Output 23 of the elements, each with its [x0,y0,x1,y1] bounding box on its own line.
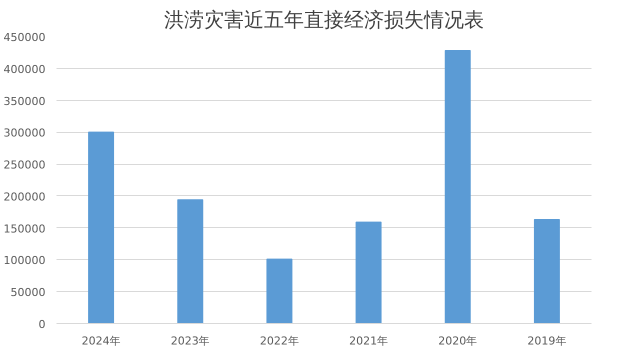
y-tick-label: 200000 [4,190,46,204]
y-tick-label: 50000 [10,286,46,300]
y-tick-label: 150000 [4,222,46,236]
bar [356,222,382,324]
x-tick-label: 2021年 [349,334,388,348]
bar [177,199,204,324]
y-tick-label: 250000 [4,158,46,172]
x-tick-label: 2022年 [260,334,299,348]
y-tick-label: 400000 [4,62,46,76]
bar [266,258,292,324]
y-tick-label: 450000 [4,31,46,44]
x-tick-label: 2024年 [82,334,121,348]
x-tick-label: 2020年 [438,334,478,348]
y-tick-label: 0 [38,318,46,331]
bar [88,132,114,324]
chart-title: 洪涝灾害近五年直接经济损失情况表 [164,8,484,32]
y-tick-label: 300000 [4,126,46,140]
x-tick-label: 2023年 [170,334,210,348]
y-tick-label: 100000 [4,254,46,268]
y-tick-label: 350000 [4,94,46,108]
x-tick-label: 2019年 [527,334,566,348]
bar [444,50,471,324]
bar [534,219,560,324]
